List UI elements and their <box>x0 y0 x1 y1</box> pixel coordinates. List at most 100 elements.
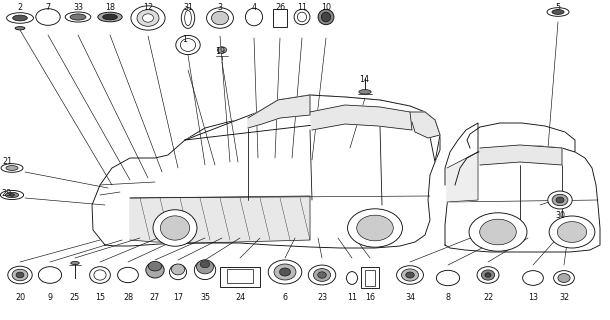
Ellipse shape <box>549 216 595 248</box>
Text: 31: 31 <box>183 3 193 12</box>
Text: 23: 23 <box>317 293 327 302</box>
Ellipse shape <box>274 264 296 280</box>
Text: 19: 19 <box>215 47 225 57</box>
Ellipse shape <box>146 262 164 278</box>
Text: 9: 9 <box>48 293 52 302</box>
Ellipse shape <box>485 273 491 277</box>
Ellipse shape <box>552 194 568 206</box>
Text: 13: 13 <box>528 293 538 302</box>
Ellipse shape <box>314 268 331 281</box>
Bar <box>365 270 376 286</box>
Ellipse shape <box>131 6 165 30</box>
Text: 34: 34 <box>405 293 415 302</box>
Ellipse shape <box>7 13 34 23</box>
Text: 3: 3 <box>218 3 223 12</box>
Ellipse shape <box>6 166 18 170</box>
Ellipse shape <box>98 12 122 22</box>
Ellipse shape <box>181 39 196 52</box>
Text: 24: 24 <box>235 293 245 302</box>
Ellipse shape <box>268 260 302 284</box>
Ellipse shape <box>15 27 25 30</box>
Ellipse shape <box>523 271 544 285</box>
Text: 11: 11 <box>297 3 307 12</box>
Ellipse shape <box>552 10 564 14</box>
Ellipse shape <box>10 194 15 196</box>
Polygon shape <box>447 152 478 202</box>
Ellipse shape <box>245 8 262 26</box>
Text: 27: 27 <box>150 293 160 302</box>
Text: 7: 7 <box>45 3 51 12</box>
Text: 1: 1 <box>182 36 187 44</box>
Ellipse shape <box>279 268 290 276</box>
Text: 29: 29 <box>2 189 12 198</box>
Ellipse shape <box>8 266 32 284</box>
Ellipse shape <box>12 269 28 281</box>
Text: 15: 15 <box>95 293 105 302</box>
Ellipse shape <box>200 261 210 268</box>
Ellipse shape <box>348 209 403 247</box>
Ellipse shape <box>298 12 307 22</box>
Polygon shape <box>310 105 412 130</box>
Text: 26: 26 <box>275 3 285 12</box>
Text: 17: 17 <box>173 293 183 302</box>
Text: 18: 18 <box>105 3 115 12</box>
Ellipse shape <box>5 192 19 198</box>
Text: 32: 32 <box>559 293 569 302</box>
Polygon shape <box>445 123 478 185</box>
Ellipse shape <box>406 272 414 278</box>
Text: 11: 11 <box>347 293 357 302</box>
Ellipse shape <box>38 267 62 283</box>
Ellipse shape <box>436 270 459 286</box>
Text: 30: 30 <box>555 212 565 220</box>
Bar <box>220 267 259 287</box>
Ellipse shape <box>195 260 216 280</box>
Text: 14: 14 <box>359 76 369 84</box>
Bar <box>362 268 379 288</box>
Ellipse shape <box>308 265 336 285</box>
Ellipse shape <box>318 272 326 278</box>
Bar <box>273 9 287 27</box>
Text: 28: 28 <box>123 293 133 302</box>
Ellipse shape <box>346 272 357 284</box>
Ellipse shape <box>558 221 587 243</box>
Ellipse shape <box>1 190 24 200</box>
Text: 35: 35 <box>200 293 210 302</box>
Ellipse shape <box>36 9 60 25</box>
Text: 2: 2 <box>18 3 23 12</box>
Text: 5: 5 <box>556 3 561 12</box>
Ellipse shape <box>477 267 499 283</box>
Text: 22: 22 <box>483 293 493 302</box>
Ellipse shape <box>171 264 185 275</box>
Ellipse shape <box>70 14 86 20</box>
Ellipse shape <box>185 10 192 26</box>
Ellipse shape <box>294 9 310 25</box>
Ellipse shape <box>479 219 516 245</box>
Polygon shape <box>130 196 310 243</box>
Ellipse shape <box>90 267 110 283</box>
Ellipse shape <box>396 266 423 284</box>
Ellipse shape <box>359 90 371 94</box>
Ellipse shape <box>143 14 154 22</box>
Text: 33: 33 <box>73 3 83 12</box>
Ellipse shape <box>548 191 572 209</box>
Text: 25: 25 <box>70 293 80 302</box>
Polygon shape <box>410 112 440 138</box>
Ellipse shape <box>196 260 214 274</box>
Ellipse shape <box>65 12 91 22</box>
Text: 20: 20 <box>15 293 25 302</box>
Ellipse shape <box>13 15 27 21</box>
Ellipse shape <box>170 264 187 280</box>
Ellipse shape <box>558 274 570 283</box>
Ellipse shape <box>357 215 393 241</box>
Ellipse shape <box>469 213 527 251</box>
Ellipse shape <box>94 270 106 280</box>
Ellipse shape <box>1 164 23 172</box>
Text: 12: 12 <box>143 3 153 12</box>
Ellipse shape <box>481 270 495 280</box>
Polygon shape <box>467 123 575 152</box>
Polygon shape <box>92 95 440 248</box>
Polygon shape <box>185 95 440 162</box>
Ellipse shape <box>137 10 159 26</box>
Ellipse shape <box>160 216 190 240</box>
Ellipse shape <box>401 269 418 281</box>
